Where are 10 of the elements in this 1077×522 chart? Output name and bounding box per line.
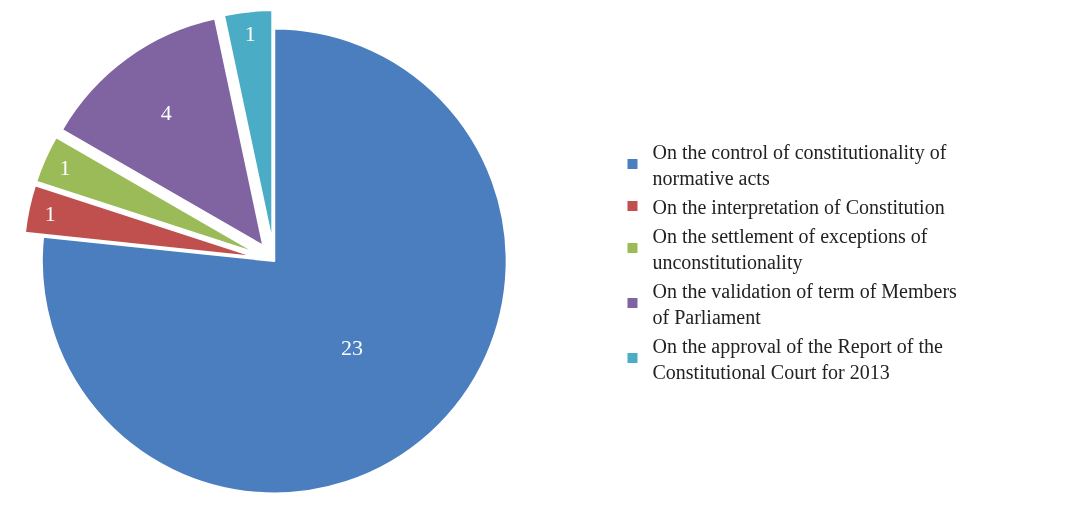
legend-label: On the control of constitutionality of normative acts <box>652 140 947 189</box>
data-label: 1 <box>244 20 256 46</box>
legend-label: On the interpretation of Constitution <box>652 195 945 219</box>
legend-label: On the validation of term of Members of Parliament <box>652 279 958 328</box>
data-label: 1 <box>44 200 56 226</box>
data-label: 23 <box>341 334 364 360</box>
data-label: 1 <box>59 155 71 181</box>
data-label: 4 <box>160 99 172 125</box>
legend-label: On the settlement of exceptions of unconstitutionality <box>652 224 928 274</box>
legend-label: On the approval of the Report of the Constitutional Court for 2013 <box>652 334 944 383</box>
